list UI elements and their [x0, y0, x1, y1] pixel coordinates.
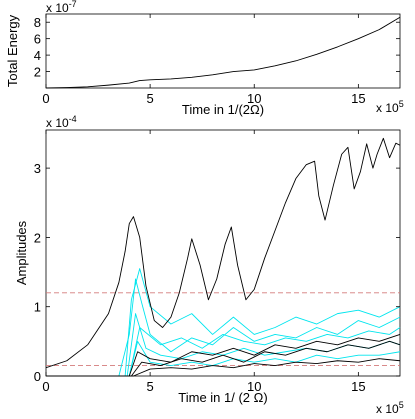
y-tick-label: 4	[34, 48, 41, 63]
series-line	[46, 340, 401, 377]
amplitudes-plot-frame	[45, 129, 401, 377]
y-tick-label: 0	[34, 369, 41, 384]
series-line	[45, 16, 401, 89]
amplitudes-x-label: Time in 1/ (2 Ω)	[178, 390, 267, 405]
y-tick-label: 8	[34, 15, 41, 30]
energy-y-label: Total Energy	[5, 14, 20, 87]
amplitudes-reference-lines	[46, 292, 400, 367]
energy-x-exponent: x 105	[376, 99, 404, 115]
series-line	[46, 327, 401, 377]
x-tick-label: 10	[247, 379, 261, 394]
x-tick-label: 15	[351, 91, 365, 106]
series-line	[45, 137, 401, 369]
x-tick-label: 5	[147, 379, 154, 394]
x-tick-label: 15	[351, 379, 365, 394]
y-tick-label: 2	[34, 65, 41, 80]
x-tick-label: 10	[247, 91, 261, 106]
x-tick-label: 0	[42, 91, 49, 106]
energy-x-label: Time in 1/(2Ω)	[182, 102, 264, 117]
y-tick-label: 6	[34, 32, 41, 47]
energy-plot-frame	[45, 13, 401, 89]
amplitudes-y-label: Amplitudes	[14, 220, 29, 285]
y-tick-label: 3	[34, 161, 41, 176]
series-line	[46, 358, 401, 377]
amplitudes-y-exponent: x 10-4	[46, 114, 77, 130]
amplitudes-x-exponent: x 105	[376, 400, 404, 416]
amplitudes-axes: 0 5 10 15 0 1 2 3	[34, 130, 400, 394]
energy-series	[45, 16, 401, 89]
energy-y-exponent: x 10-7	[46, 0, 77, 15]
energy-axes: 0 5 10 15 2 46 8	[34, 14, 400, 106]
y-tick-label: 1	[34, 300, 41, 315]
amplitudes-panel: 0 5 10 15 0 1 2 3 x 10-4 Amplitudes Time in 1/ …	[14, 114, 404, 416]
series-line	[46, 268, 401, 377]
energy-panel: 0 5 10 15 2 46 8 x 10-7 Total Energy Time in 1…	[5, 0, 404, 117]
series-line	[46, 333, 401, 377]
x-tick-label: 0	[42, 379, 49, 394]
series-line	[46, 340, 401, 377]
amplitudes-series	[45, 137, 401, 377]
y-tick-label: 2	[34, 230, 41, 245]
x-tick-label: 5	[147, 91, 154, 106]
